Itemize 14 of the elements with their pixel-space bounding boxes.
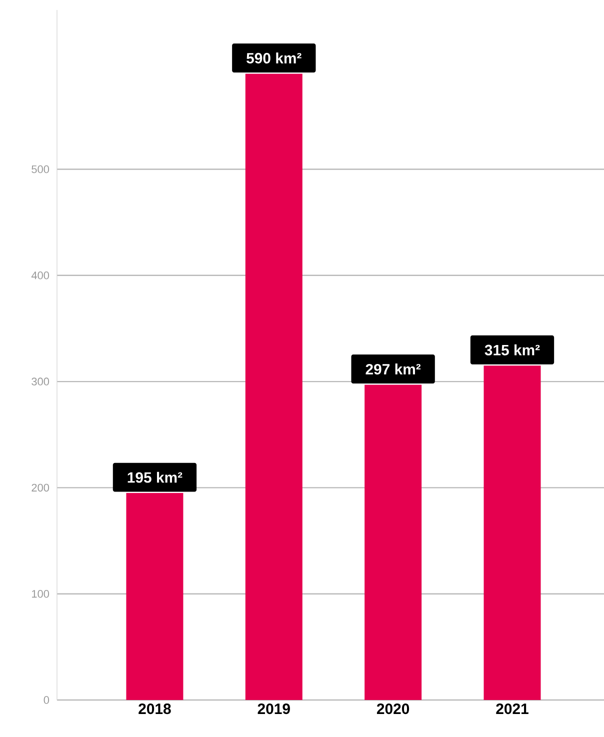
x-tick-label: 2020 (376, 704, 410, 714)
y-tick-label: 200 (32, 484, 50, 492)
x-tick-label: 2018 (138, 704, 171, 714)
data-label: 195 km² (128, 472, 182, 483)
y-tick-label: 0 (44, 696, 50, 704)
y-tick-label: 500 (32, 165, 50, 174)
x-tick-label: 2021 (496, 704, 528, 714)
data-label: 315 km² (484, 344, 540, 356)
data-label: 590 km² (246, 52, 302, 64)
data-label: 297 km² (366, 364, 421, 375)
x-tick-label: 2019 (258, 704, 290, 714)
y-tick-label: 300 (32, 378, 50, 386)
y-tick-label: 400 (31, 272, 50, 280)
y-tick-label: 100 (32, 590, 50, 598)
